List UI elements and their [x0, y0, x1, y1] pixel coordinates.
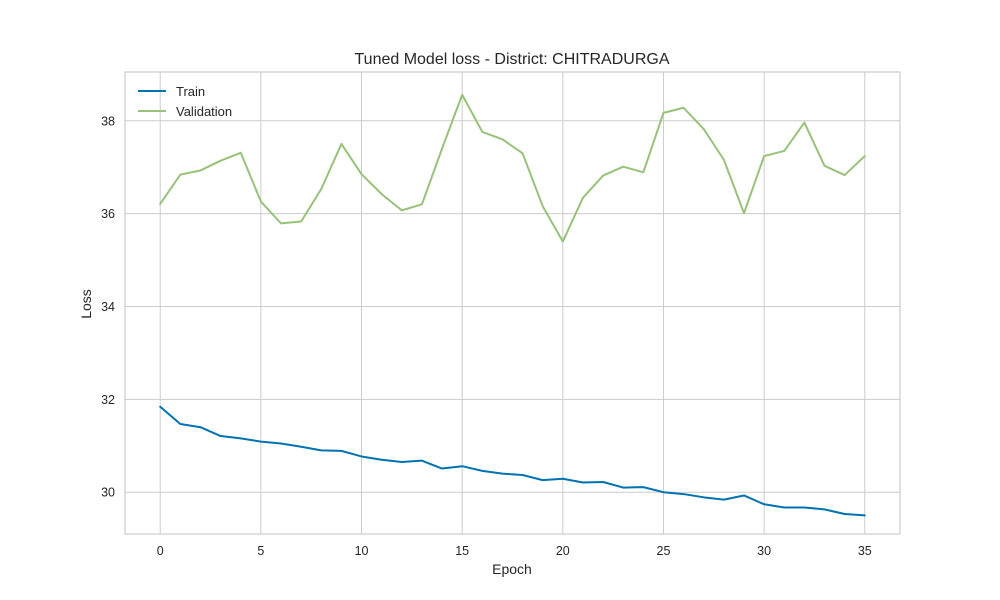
y-axis-label: Loss	[78, 289, 94, 319]
x-tick-label-0: 0	[157, 544, 164, 558]
legend-label-train: Train	[176, 84, 205, 99]
series-line-validation	[159, 93, 866, 243]
x-tick-label-20: 20	[556, 544, 570, 558]
y-tick-label-30: 30	[101, 486, 115, 500]
y-tick-label-38: 38	[101, 114, 115, 128]
x-tick-label-30: 30	[757, 544, 771, 558]
plot-frame	[124, 71, 901, 535]
x-tick-label-10: 10	[355, 544, 369, 558]
legend: Train Validation	[138, 84, 232, 119]
x-tick-label-35: 35	[858, 544, 872, 558]
y-tick-label-36: 36	[101, 207, 115, 221]
y-tick-label-34: 34	[101, 300, 115, 314]
x-axis-label: Epoch	[492, 561, 532, 577]
chart-title: Tuned Model loss - District: CHITRADURGA	[354, 51, 669, 68]
series-line-train	[159, 405, 866, 517]
y-axis-ticks: 30 32 34 36 38	[101, 114, 115, 499]
x-tick-label-5: 5	[257, 544, 264, 558]
series-lines	[159, 93, 866, 517]
grid	[125, 72, 900, 534]
legend-label-validation: Validation	[176, 104, 232, 119]
x-tick-label-15: 15	[455, 544, 469, 558]
x-tick-label-25: 25	[657, 544, 671, 558]
y-tick-label-32: 32	[101, 393, 115, 407]
x-axis-ticks: 0 5 10 15 20 25 30 35	[157, 544, 872, 558]
